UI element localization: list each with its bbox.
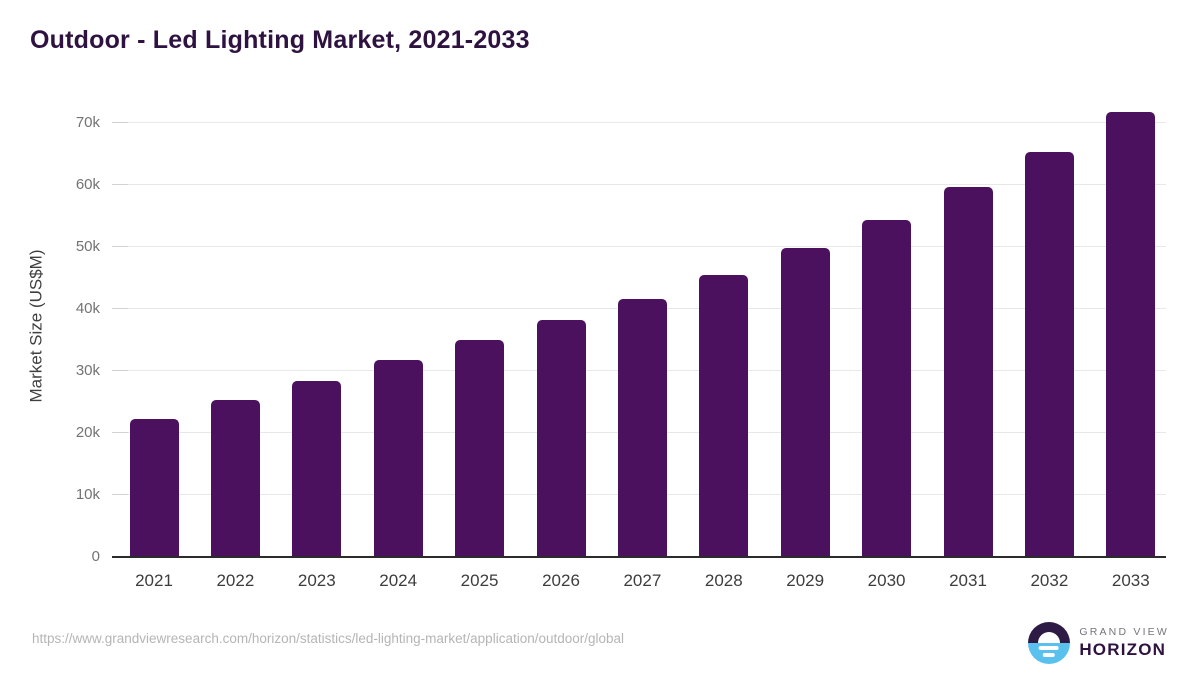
- plot-area: 0 10k 20k 30k 40k 50k 60k 70k 2021 2022 2023 2024 20…: [76, 95, 1166, 590]
- y-tick-mark: [112, 494, 128, 495]
- y-tick-label: 30k: [75, 362, 100, 379]
- y-tick-mark: [112, 308, 128, 309]
- gridline: [128, 246, 1166, 247]
- bar-2026: [536, 320, 586, 557]
- y-tick-label: 50k: [75, 238, 100, 255]
- logo-reflection-stripe: [1038, 646, 1059, 650]
- x-tick-label-2031: 2031: [949, 571, 987, 590]
- x-tick-label-2028: 2028: [704, 571, 743, 590]
- x-tick-label-2032: 2032: [1030, 571, 1069, 590]
- y-tick-label: 70k: [75, 114, 100, 131]
- y-tick-mark: [112, 432, 128, 433]
- y-tick-label: 10k: [75, 486, 100, 503]
- logo-sun-shape: [1038, 632, 1061, 643]
- logo-brand-name: GRAND VIEW: [1079, 626, 1169, 638]
- x-tick-label-2021: 2021: [135, 571, 173, 590]
- grand-view-horizon-logo: GRAND VIEW HORIZON: [1028, 622, 1169, 664]
- logo-product-name: HORIZON: [1079, 640, 1167, 659]
- x-tick-label-2033: 2033: [1111, 571, 1150, 590]
- logo-reflection-stripe: [1043, 653, 1056, 657]
- chart-title: Outdoor - Led Lighting Market, 2021-2033: [30, 26, 530, 54]
- x-tick-label-2027: 2027: [623, 571, 662, 590]
- x-tick-label-2030: 2030: [867, 571, 906, 590]
- x-tick-label-2029: 2029: [786, 571, 825, 590]
- bar-2022: [210, 399, 260, 557]
- x-tick-label-2022: 2022: [216, 571, 255, 590]
- sunrise-logo-icon: [1028, 622, 1071, 664]
- x-tick-label-2023: 2023: [297, 571, 336, 590]
- y-tick-label: 40k: [75, 300, 100, 317]
- bar-2025: [455, 339, 505, 557]
- bar-2028: [699, 275, 749, 557]
- y-tick-mark: [112, 122, 128, 123]
- y-tick-mark: [112, 246, 128, 247]
- logo-text: GRAND VIEW HORIZON: [1079, 626, 1169, 660]
- y-tick-label: 20k: [75, 424, 100, 441]
- x-tick-label-2024: 2024: [379, 571, 418, 590]
- gridline: [128, 122, 1166, 123]
- x-tick-label-2026: 2026: [542, 571, 580, 590]
- bar-2031: [943, 187, 993, 557]
- bar-2033: [1106, 111, 1156, 557]
- bar-2027: [617, 299, 667, 557]
- x-axis-line: [112, 556, 1166, 558]
- bar-2032: [1024, 152, 1074, 557]
- y-tick-mark: [112, 370, 128, 371]
- x-tick-label-2025: 2025: [460, 571, 499, 590]
- bar-2030: [862, 220, 912, 557]
- bar-2024: [373, 359, 423, 557]
- bar-2021: [129, 418, 179, 557]
- bar-2029: [780, 247, 830, 557]
- source-url: https://www.grandviewresearch.com/horizo…: [32, 631, 625, 646]
- gridline: [128, 184, 1166, 185]
- y-tick-mark: [112, 184, 128, 185]
- y-tick-label: 60k: [75, 176, 100, 193]
- bar-2023: [292, 380, 342, 557]
- y-tick-label: 0: [91, 548, 100, 565]
